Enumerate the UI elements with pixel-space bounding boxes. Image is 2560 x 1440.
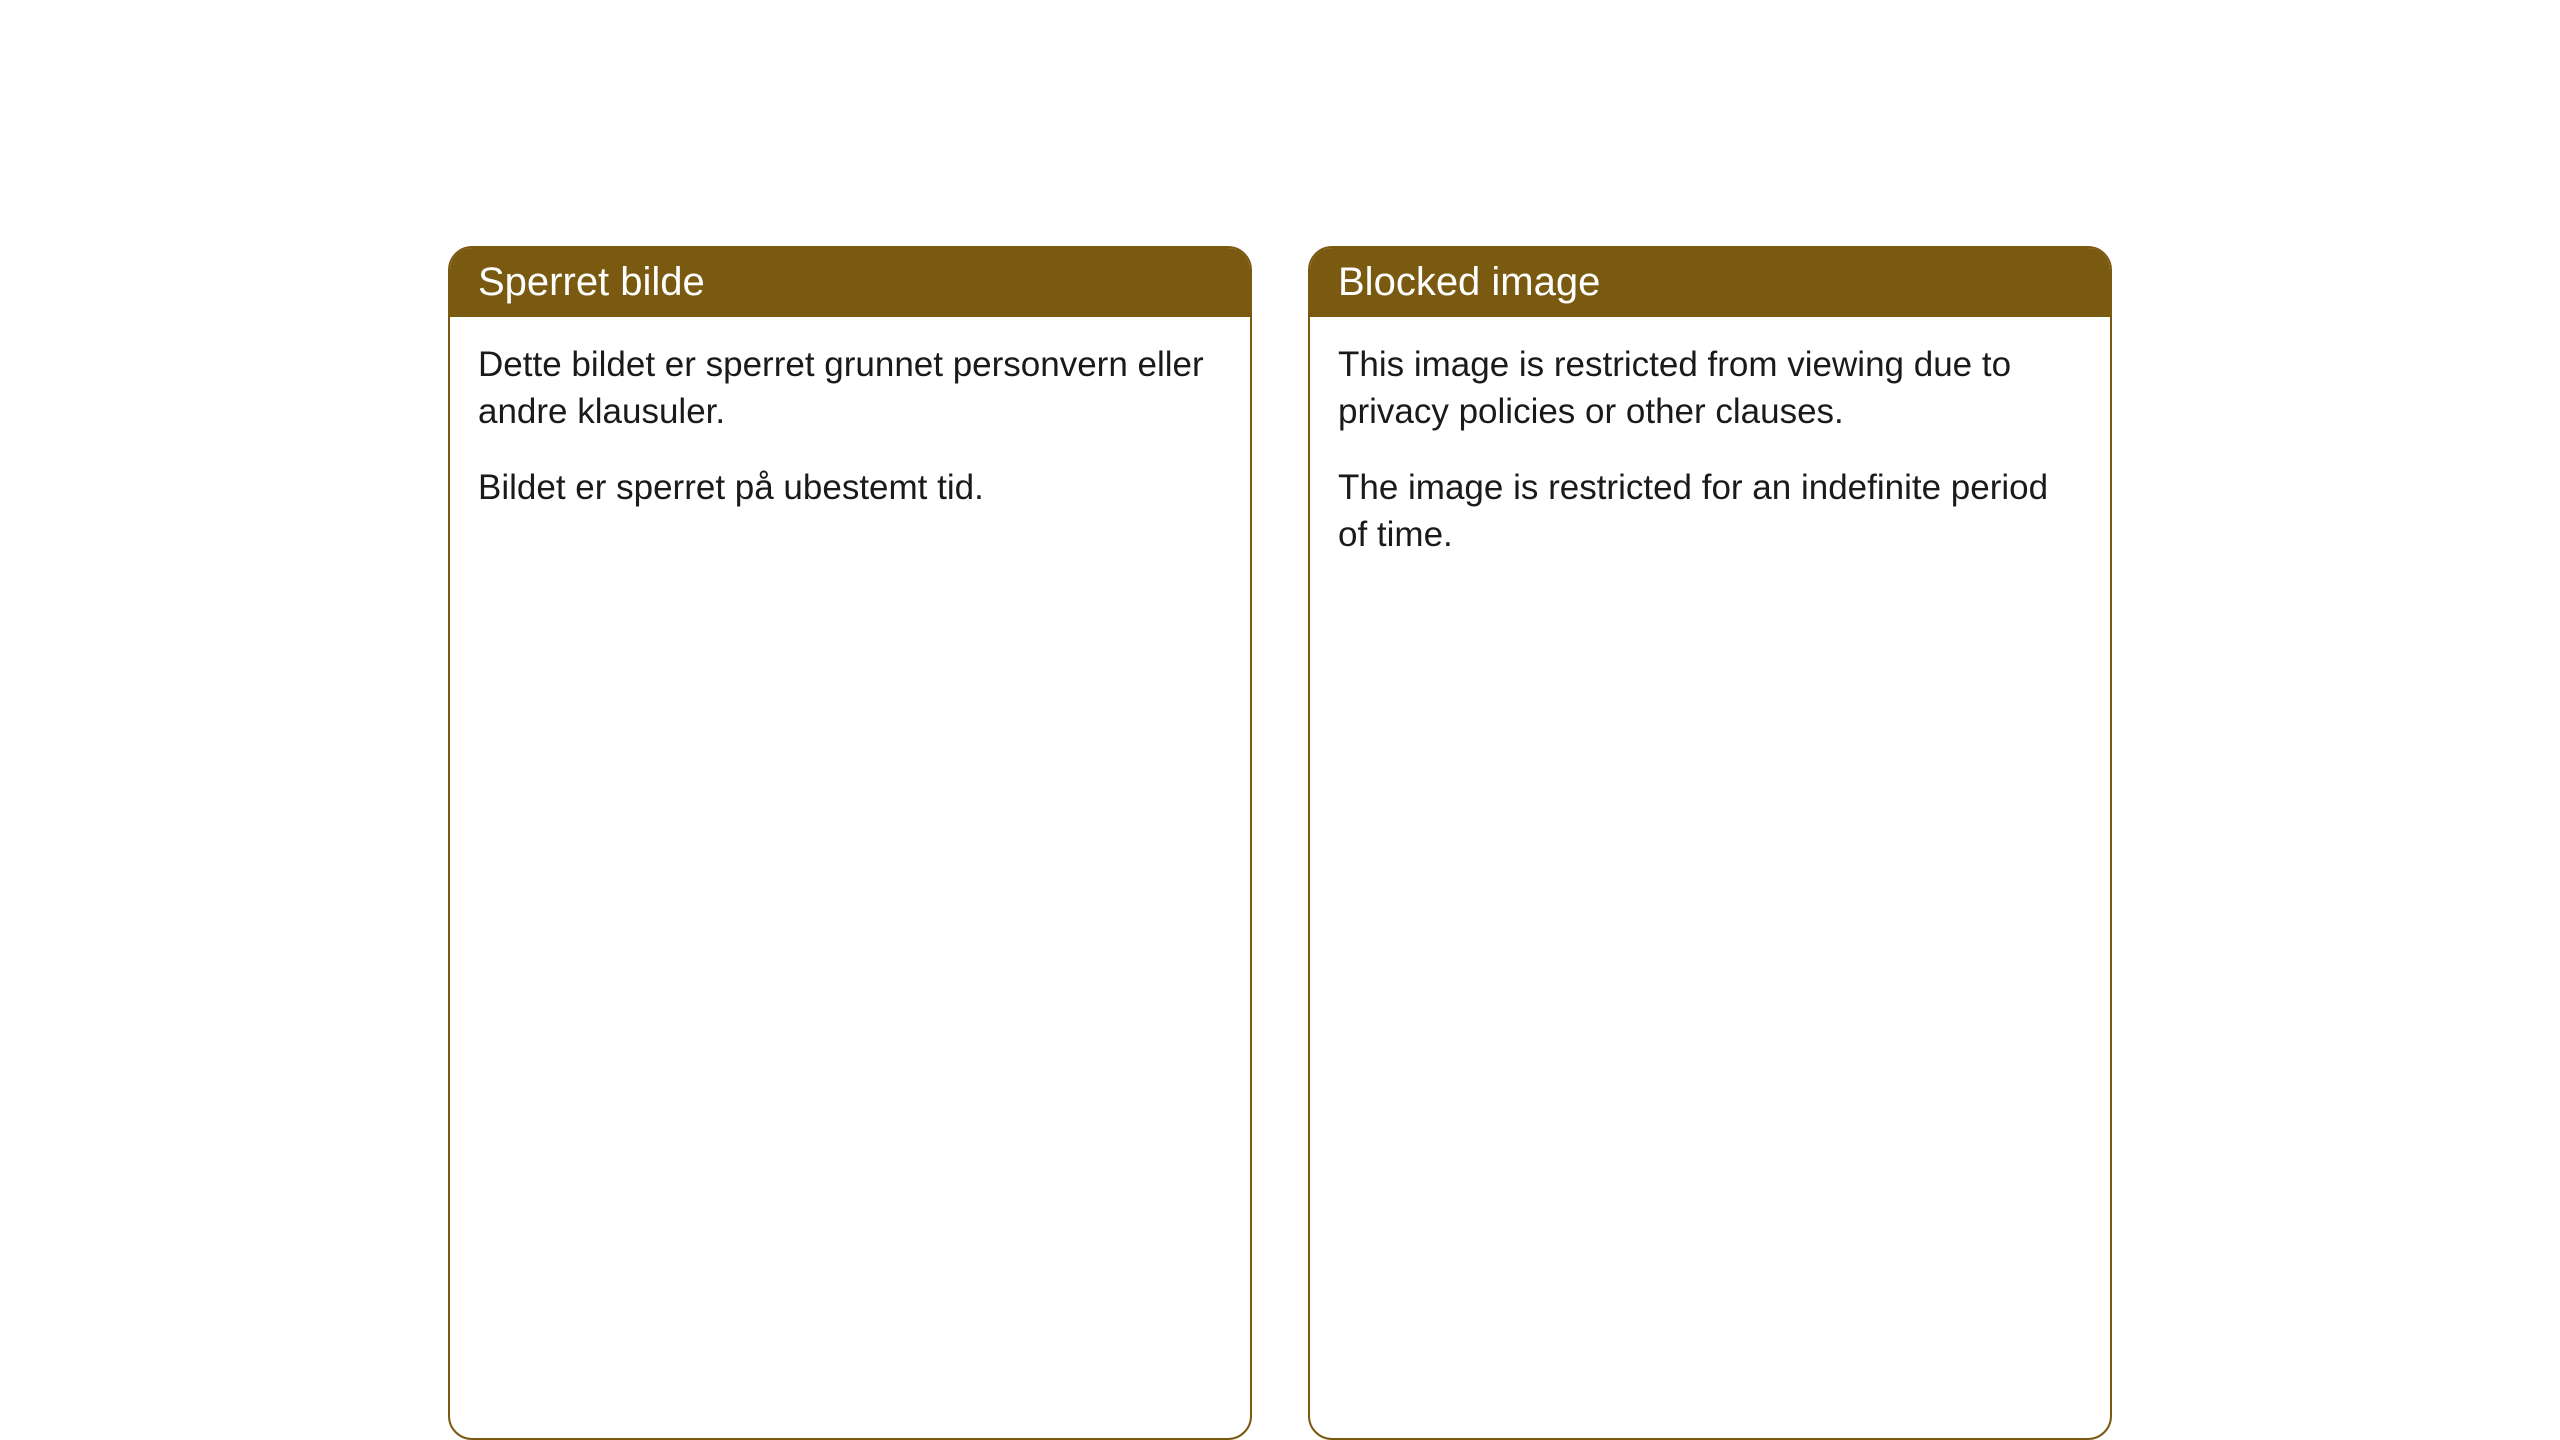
notice-cards-container: Sperret bilde Dette bildet er sperret gr… (448, 246, 2112, 1440)
english-card-header: Blocked image (1310, 248, 2110, 317)
norwegian-paragraph-2: Bildet er sperret på ubestemt tid. (478, 464, 1222, 511)
norwegian-card-title: Sperret bilde (478, 260, 705, 304)
norwegian-notice-card: Sperret bilde Dette bildet er sperret gr… (448, 246, 1252, 1440)
norwegian-paragraph-1: Dette bildet er sperret grunnet personve… (478, 341, 1222, 436)
english-paragraph-2: The image is restricted for an indefinit… (1338, 464, 2082, 559)
norwegian-card-header: Sperret bilde (450, 248, 1250, 317)
english-notice-card: Blocked image This image is restricted f… (1308, 246, 2112, 1440)
english-card-title: Blocked image (1338, 260, 1600, 304)
english-paragraph-1: This image is restricted from viewing du… (1338, 341, 2082, 436)
english-card-body: This image is restricted from viewing du… (1310, 317, 2110, 598)
norwegian-card-body: Dette bildet er sperret grunnet personve… (450, 317, 1250, 551)
